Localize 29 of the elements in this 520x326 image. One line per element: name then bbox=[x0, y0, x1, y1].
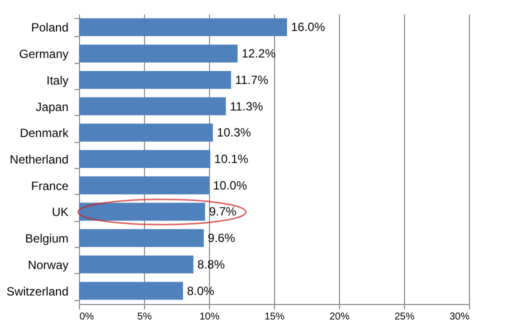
y-tick-label: Poland bbox=[31, 20, 68, 35]
data-label: 9.6% bbox=[208, 231, 236, 246]
x-tick-label: 10% bbox=[199, 312, 220, 322]
x-tick-label: 20% bbox=[329, 312, 350, 322]
y-tick-label: Japan bbox=[36, 100, 68, 114]
data-label: 8.8% bbox=[197, 257, 226, 272]
data-label: 9.7% bbox=[209, 204, 237, 219]
data-label: 8.0% bbox=[187, 284, 215, 298]
data-label: 10.1% bbox=[214, 152, 249, 166]
x-tick-label: 30% bbox=[449, 312, 470, 322]
y-tick-label: Denmark bbox=[20, 126, 70, 140]
y-tick-label: Italy bbox=[46, 73, 68, 88]
x-tick-label: 0% bbox=[80, 312, 94, 322]
y-tick-label: Norway bbox=[28, 258, 68, 272]
y-tick-label: Belgium bbox=[25, 232, 68, 246]
y-tick-label: Netherland bbox=[10, 152, 68, 166]
y-tick-label: UK bbox=[52, 205, 68, 220]
y-tick-label: Switzerland bbox=[6, 284, 68, 298]
data-label: 11.3% bbox=[230, 99, 264, 114]
x-tick-label: 15% bbox=[264, 312, 285, 322]
data-label: 10.3% bbox=[216, 126, 252, 140]
data-label: 16.0% bbox=[291, 20, 326, 34]
y-tick-label: Germany bbox=[19, 47, 68, 62]
data-label: 11.7% bbox=[235, 72, 269, 87]
data-label: 12.2% bbox=[242, 46, 276, 61]
data-label: 10.0% bbox=[213, 178, 248, 192]
x-tick-label: 5% bbox=[137, 312, 152, 322]
x-tick-label: 25% bbox=[394, 312, 415, 322]
y-tick-label: France bbox=[31, 178, 69, 193]
